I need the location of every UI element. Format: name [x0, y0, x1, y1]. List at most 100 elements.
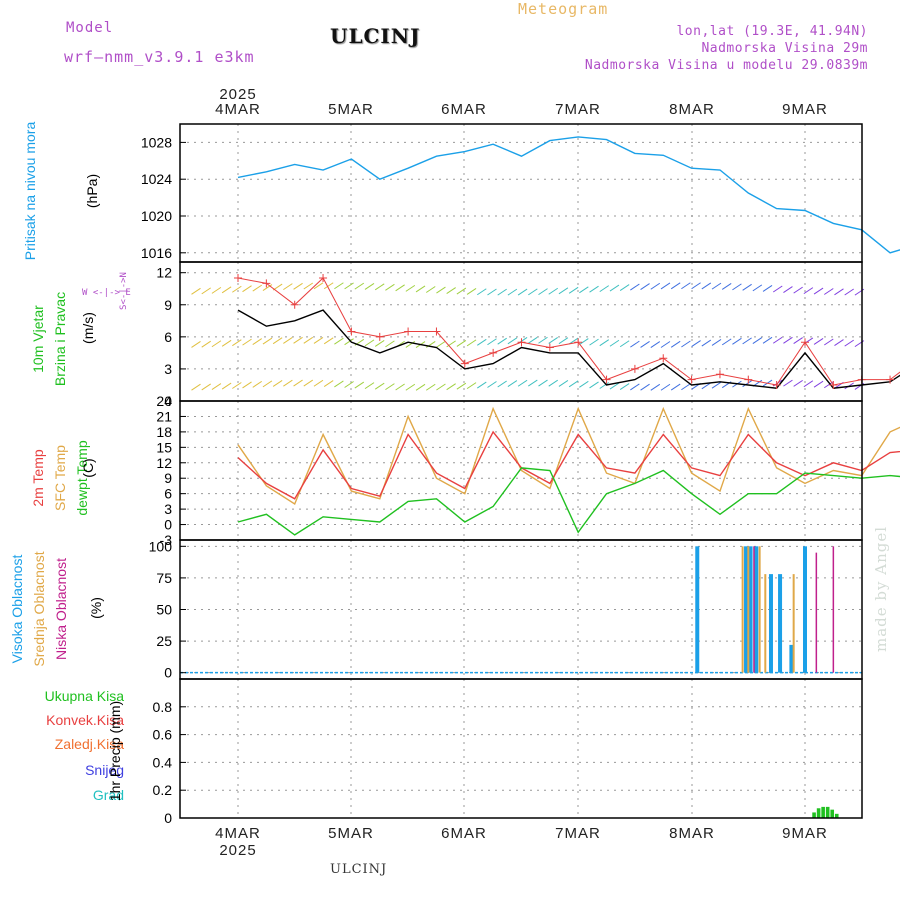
wind-barb-0 [354, 381, 365, 389]
gust-marker [319, 274, 328, 283]
wind-barb-2 [813, 287, 824, 295]
wind-barb-2 [191, 287, 201, 295]
cloud-bar-2-1 [815, 552, 818, 673]
meteogram-label: Meteogram [518, 0, 609, 18]
wind-barb-2 [579, 286, 589, 294]
wind-barb-0 [242, 381, 252, 389]
page-title: ULCINJ [330, 24, 421, 48]
precip-bar-5 [834, 813, 839, 818]
wind-barb-2 [283, 283, 293, 291]
gust-marker [517, 338, 526, 347]
gust-marker [375, 332, 384, 341]
bottom-day-label-1: 5MAR [328, 825, 374, 842]
wind-barb-2 [670, 282, 681, 290]
bottom-day-label-2: 6MAR [441, 825, 487, 842]
wind-barb-1 [313, 337, 324, 344]
ytick-label-1-4: 12 [156, 265, 172, 281]
gust-marker [347, 327, 356, 336]
wind-barb-0 [344, 381, 354, 388]
wind-barb-0 [201, 383, 211, 391]
ytick-label-0-2: 1024 [141, 171, 172, 187]
wind-barb-2 [660, 282, 671, 290]
precip-hail-label: Grad [92, 787, 124, 803]
wind-barb-1 [548, 336, 558, 344]
wind-barb-1 [497, 337, 507, 345]
series-line-2m-temp [237, 430, 900, 500]
wind-barb-2 [385, 283, 395, 291]
top-day-label-4: 8MAR [669, 101, 715, 118]
wind-barb-0 [701, 382, 712, 390]
wind-barb-2 [732, 283, 742, 291]
wind-barb-1 [568, 337, 579, 345]
footer-city: ULCINJ [330, 862, 388, 877]
wind-barb-2 [640, 283, 650, 291]
wind-barb-1 [609, 339, 620, 347]
wind-barb-0 [436, 383, 446, 391]
model-label: Model [66, 20, 114, 36]
wind-barb-2 [252, 284, 263, 292]
top-day-label-1: 5MAR [328, 101, 374, 118]
ytick-label-1-1: 3 [164, 361, 172, 377]
wind-barb-1 [783, 336, 793, 344]
wind-barb-0 [497, 380, 507, 388]
wind-barb-1 [834, 339, 844, 346]
wind-barb-0 [446, 383, 456, 391]
wind-barb-1 [630, 340, 640, 348]
wind-barb-0 [589, 381, 599, 389]
wind-barb-0 [456, 382, 467, 390]
gust-marker [432, 327, 441, 336]
gust-marker [290, 300, 299, 309]
cloud-bar-1-1 [747, 546, 750, 673]
gust-marker [602, 375, 611, 384]
wind-barb-2 [303, 282, 314, 290]
wind-barb-1 [272, 337, 283, 345]
wind-barb-1 [242, 338, 252, 346]
wind-barb-0 [425, 383, 436, 391]
wind-barb-0 [813, 380, 824, 388]
ytick-label-2-7: 18 [156, 424, 172, 440]
model-elevation-label: Nadmorska Visina u modelu 29.0839m [584, 58, 868, 73]
wind-barb-1 [650, 341, 661, 348]
wind-barb-1 [487, 338, 497, 346]
wind-barb-2 [538, 288, 548, 296]
axes-layer: 1016102010241028036912-30369121518212402… [141, 86, 827, 859]
ytick-label-2-9: 24 [156, 393, 172, 409]
ytick-label-3-2: 50 [156, 602, 172, 618]
cloud-bar-0-4 [768, 574, 773, 673]
wind-barb-1 [456, 339, 467, 347]
wind-barb-1 [293, 336, 303, 344]
wind-barb-2 [548, 287, 558, 295]
lonlat-label: lon,lat (19.3E, 41.94N) [676, 24, 868, 39]
panel-frame-0 [179, 123, 863, 263]
series-line-gust [237, 277, 900, 386]
wind-barb-1 [262, 337, 273, 345]
cloud-bar-2-2 [832, 546, 835, 673]
cloud-bar-0-5 [778, 574, 783, 673]
wind-barb-2 [456, 287, 467, 295]
wind-barb-0 [283, 379, 293, 387]
precip-snow-label: Snijeg [85, 762, 124, 778]
wind-barb-0 [313, 379, 324, 387]
precip-frz-label: Zaledj.Kisa [54, 736, 124, 752]
wind-barb-0 [385, 383, 395, 391]
wind-barb-1 [660, 341, 671, 348]
wind-barb-2 [517, 288, 528, 296]
wind-barb-2 [721, 283, 732, 290]
top-day-label-3: 7MAR [555, 101, 601, 118]
wind-barb-1 [558, 337, 569, 345]
bottom-day-label-4: 8MAR [669, 825, 715, 842]
wind-barb-2 [824, 288, 834, 295]
ytick-label-4-0: 0 [164, 810, 172, 826]
gust-marker [659, 354, 668, 363]
wind-barb-0 [364, 382, 375, 390]
cloud-bar-0-1 [744, 546, 749, 673]
wind-barb-2 [364, 283, 375, 290]
precip-total-label: Ukupna Kisa [44, 688, 124, 704]
ytick-label-3-1: 25 [156, 633, 172, 649]
gust-marker [234, 274, 242, 283]
wind-barb-0 [670, 383, 681, 391]
wind-barb-2 [711, 282, 722, 290]
wind-barb-0 [272, 380, 283, 387]
wind-barb-0 [262, 380, 273, 388]
